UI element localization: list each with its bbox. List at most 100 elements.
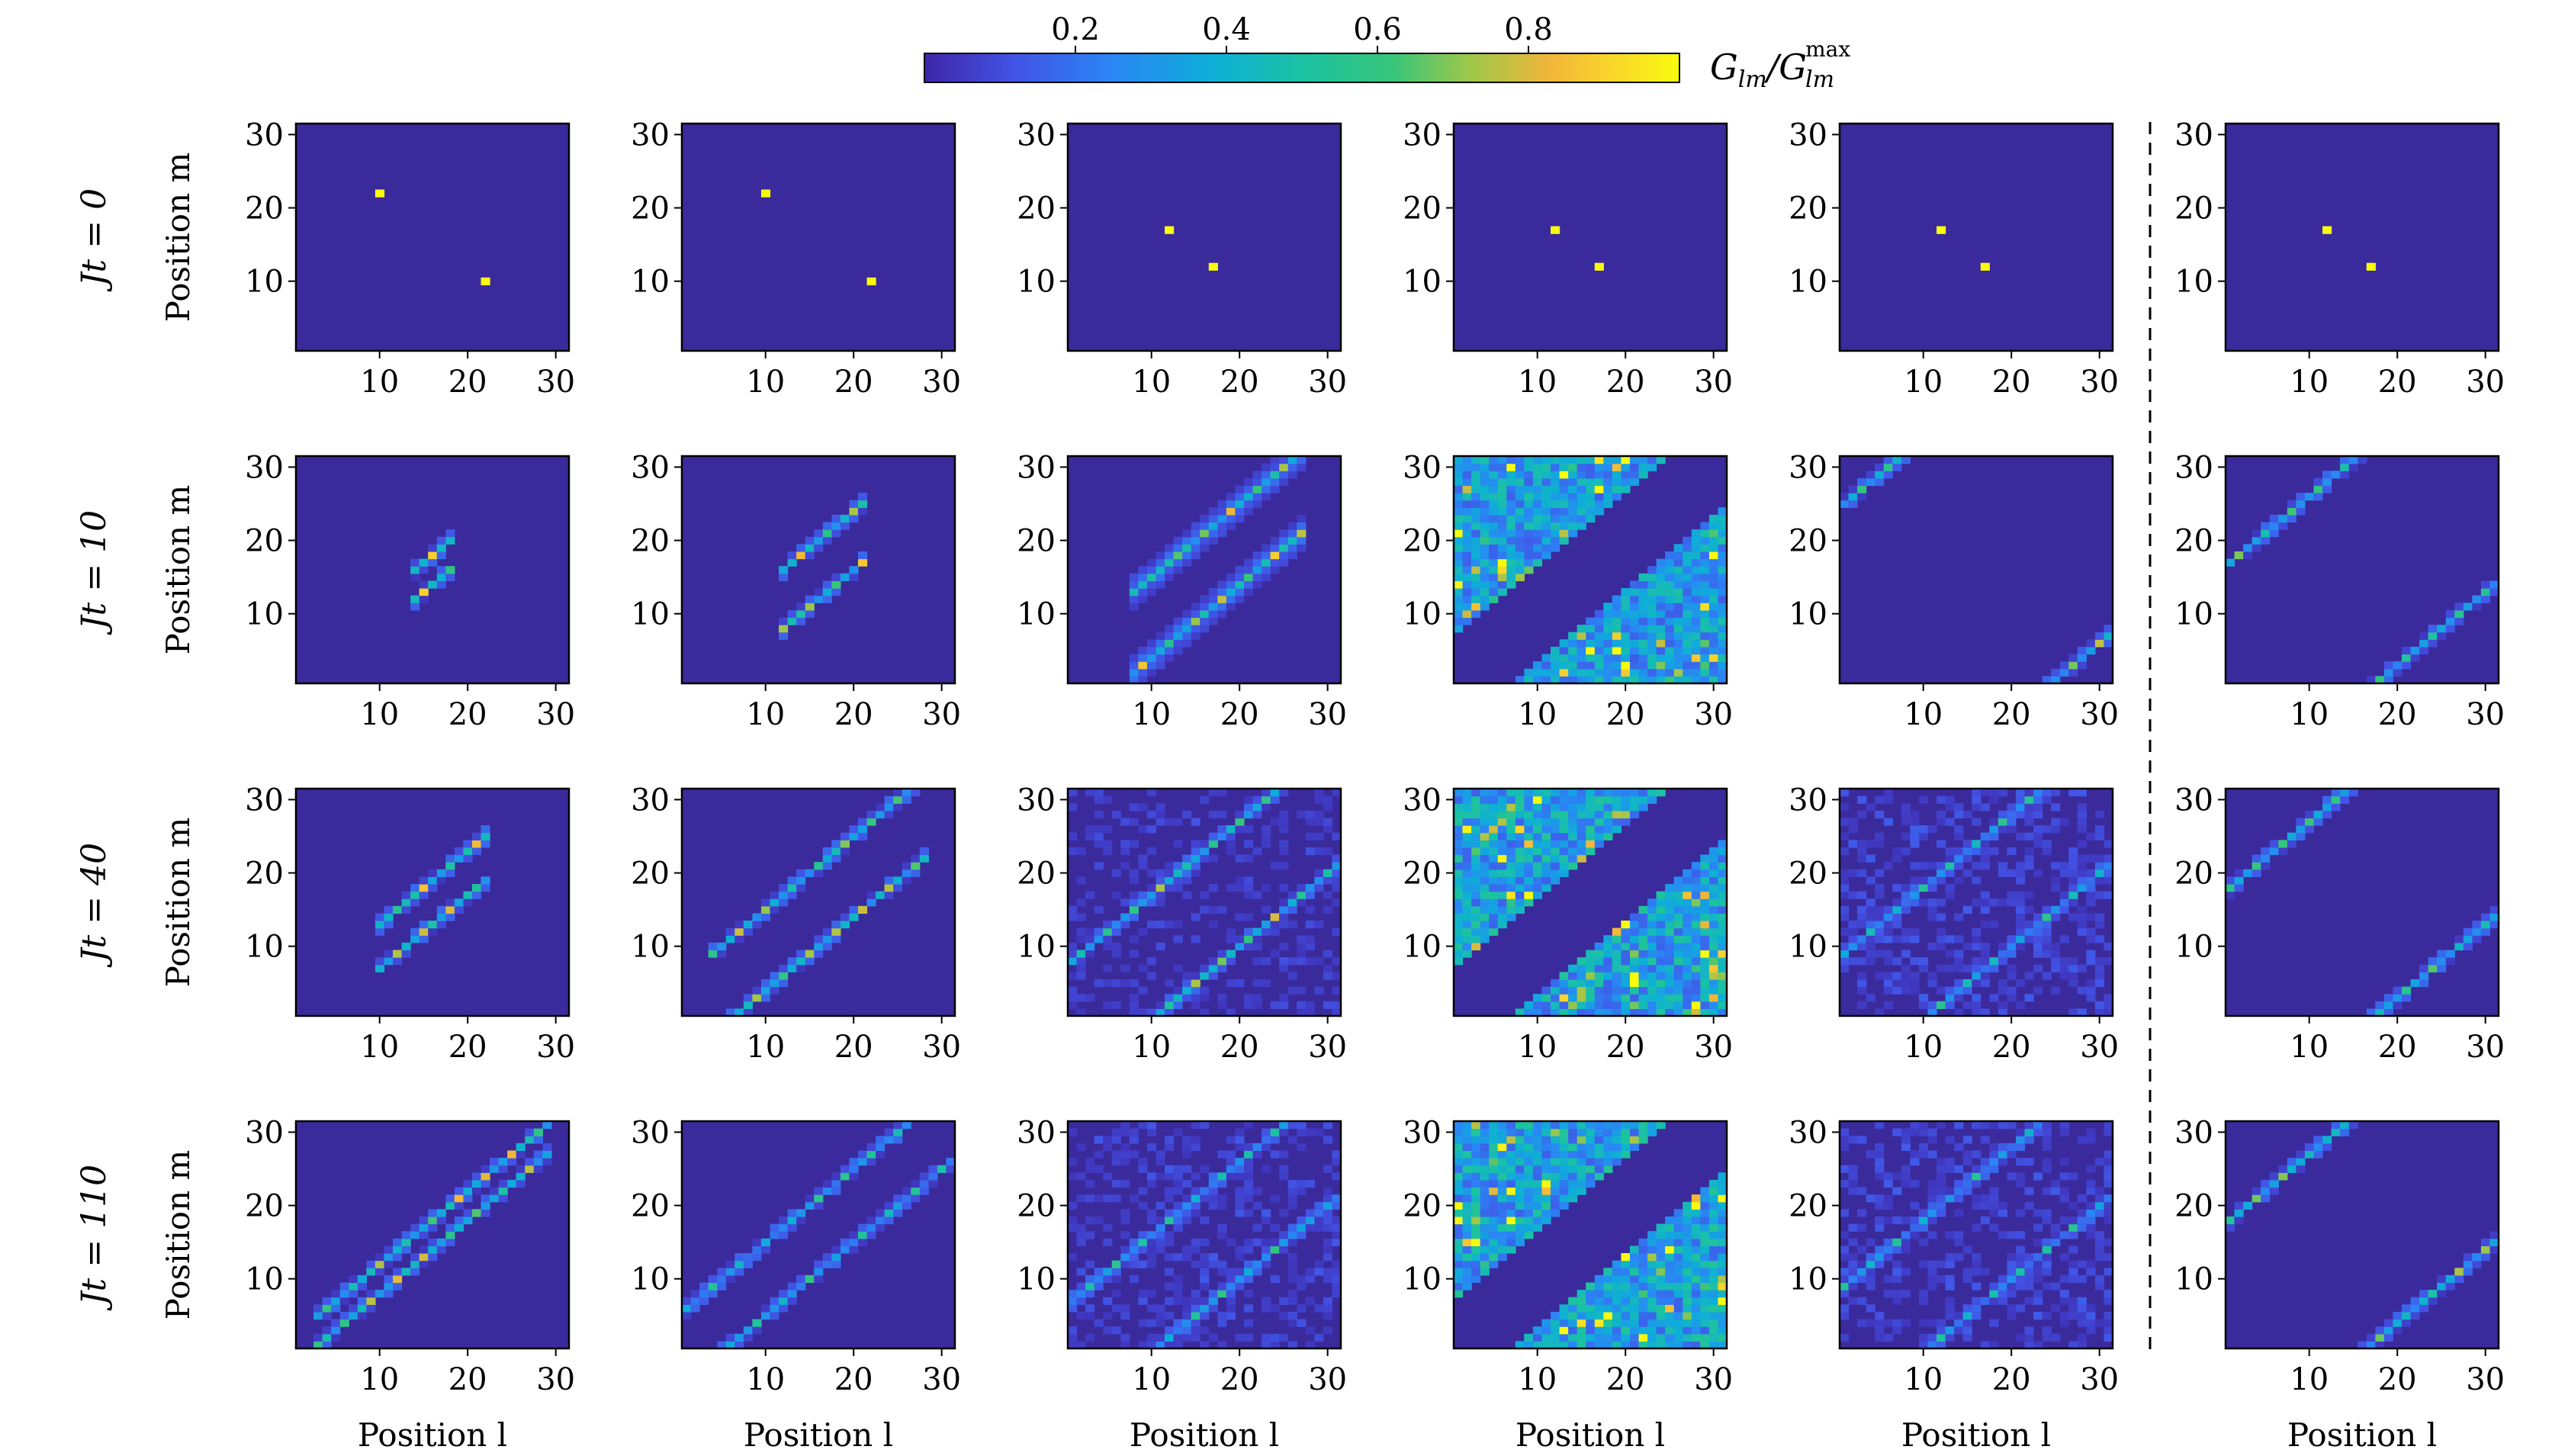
heatmap-cell: [1621, 994, 1631, 1002]
heatmap-cell: [1647, 1274, 1657, 1284]
heatmap-cell: [1673, 609, 1683, 619]
heatmap-cell: [436, 1209, 446, 1217]
heatmap-cell: [1506, 1223, 1516, 1232]
heatmap-cell: [796, 964, 806, 972]
heatmap-cell: [1541, 654, 1551, 662]
heatmap-cell: [1111, 1268, 1121, 1276]
heatmap-cell: [2278, 1172, 2288, 1181]
heatmap-cell: [1972, 942, 1981, 951]
heatmap-cell: [1129, 935, 1139, 943]
heatmap-cell: [1129, 994, 1139, 1002]
heatmap-cell: [1068, 1128, 1078, 1136]
heatmap-cell: [2051, 1223, 2061, 1232]
heatmap-cell: [1718, 588, 1728, 596]
heatmap-cell: [1700, 1304, 1710, 1313]
heatmap-cell: [1857, 913, 1867, 921]
x-tick-label: 10: [360, 365, 399, 400]
heatmap-cell: [2007, 810, 2017, 819]
heatmap-cell: [1454, 1216, 1464, 1225]
heatmap-cell: [1656, 639, 1666, 648]
heatmap-cell: [410, 935, 420, 943]
heatmap-cell: [1647, 625, 1657, 633]
heatmap-cell: [366, 1297, 376, 1305]
heatmap-cell: [1489, 1150, 1499, 1159]
heatmap-cell: [1332, 789, 1342, 797]
heatmap-cell: [1962, 1304, 1972, 1313]
heatmap-cell: [1191, 1238, 1200, 1247]
y-tick-label: 10: [1789, 597, 1827, 632]
heatmap-cell: [419, 1216, 429, 1225]
heatmap-cell: [1638, 957, 1648, 966]
heatmap-cell: [357, 1304, 367, 1313]
heatmap-cell: [866, 1231, 876, 1239]
heatmap-cell: [1586, 514, 1596, 523]
heatmap-cell: [1857, 942, 1867, 951]
heatmap-cell: [1638, 661, 1648, 670]
heatmap-cell: [1621, 1333, 1631, 1342]
heatmap-cell: [1129, 1008, 1139, 1017]
heatmap-cell: [1524, 485, 1534, 493]
heatmap-cell: [1647, 1260, 1657, 1268]
heatmap-cell: [1551, 1187, 1560, 1195]
heatmap-cell: [1972, 994, 1981, 1002]
heatmap-cell: [1541, 1209, 1551, 1217]
heatmap-cell: [1332, 876, 1342, 885]
panel-background: [1454, 124, 1727, 351]
heatmap-cell: [1506, 544, 1516, 552]
heatmap-cell: [1208, 1297, 1218, 1305]
heatmap-cell: [436, 580, 446, 589]
heatmap-cell: [770, 986, 779, 995]
heatmap-cell: [1217, 789, 1227, 797]
heatmap-cell: [1515, 854, 1525, 863]
heatmap-cell: [1683, 609, 1692, 619]
heatmap-cell: [1506, 905, 1516, 914]
heatmap-cell: [1551, 544, 1560, 552]
heatmap-cell: [2024, 1341, 2034, 1349]
heatmap-cell: [1708, 876, 1719, 885]
heatmap-cell: [717, 1274, 727, 1284]
heatmap-cell: [1656, 1304, 1666, 1313]
heatmap-cell: [1673, 1245, 1683, 1254]
heatmap-cell: [1191, 862, 1200, 870]
heatmap-cell: [1262, 1209, 1271, 1217]
heatmap-cell: [1857, 986, 1867, 995]
heatmap-cell: [2068, 957, 2078, 966]
heatmap-cell: [384, 905, 394, 914]
heatmap-cell: [1551, 876, 1560, 885]
heatmap-cell: [1691, 603, 1701, 611]
heatmap-cell: [1673, 632, 1683, 640]
heatmap-cell: [1235, 595, 1245, 603]
heatmap-cell: [2243, 544, 2253, 552]
heatmap-cell: [463, 1209, 473, 1217]
heatmap-cell: [1998, 1201, 2008, 1210]
heatmap-cell: [1506, 1216, 1516, 1225]
heatmap-cell: [1532, 661, 1543, 670]
heatmap-cell: [1541, 1179, 1551, 1188]
heatmap-cell: [1665, 1001, 1675, 1009]
heatmap-cell: [1480, 500, 1490, 508]
heatmap-cell: [1146, 639, 1157, 648]
heatmap-cell: [1480, 1223, 1490, 1232]
heatmap-cell: [2059, 891, 2069, 899]
heatmap-cell: [1497, 529, 1507, 538]
heatmap-cell: [1586, 493, 1596, 501]
heatmap-cell: [1954, 994, 1964, 1002]
heatmap-cell: [682, 1297, 692, 1305]
heatmap-cell: [1200, 840, 1210, 848]
heatmap-cell: [893, 1201, 903, 1210]
heatmap-cell: [1559, 979, 1569, 988]
heatmap-cell: [1691, 1238, 1701, 1247]
heatmap-cell: [1541, 869, 1551, 877]
heatmap-cell: [831, 927, 841, 936]
heatmap-cell: [1998, 1001, 2008, 1009]
heatmap-cell: [322, 1311, 332, 1320]
heatmap-cell: [1541, 500, 1551, 508]
heatmap-cell: [1471, 580, 1481, 589]
heatmap-cell: [1857, 869, 1867, 877]
heatmap-cell: [1708, 950, 1719, 958]
heatmap-cell: [1901, 898, 1911, 907]
heatmap-cell: [1471, 603, 1481, 611]
heatmap-cell: [436, 551, 446, 560]
heatmap-cell: [2375, 1001, 2385, 1009]
heatmap-cell: [1638, 979, 1648, 988]
